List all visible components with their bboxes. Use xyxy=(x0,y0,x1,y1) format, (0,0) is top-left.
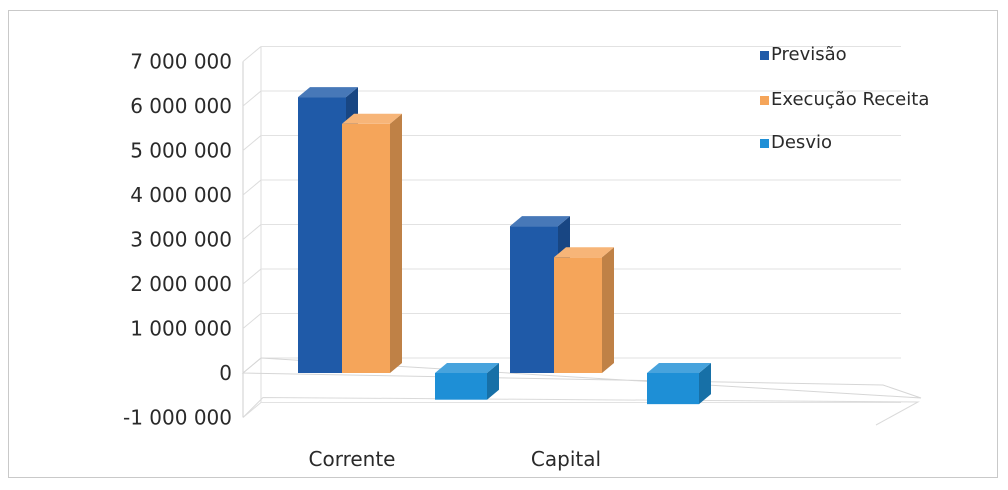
x-category-label: Corrente xyxy=(309,447,396,471)
bar-top xyxy=(435,363,499,373)
y-tick-label: 1 000 000 xyxy=(130,317,232,341)
legend-item: Execução Receita xyxy=(760,89,929,110)
bar-top xyxy=(510,216,570,227)
gridline-depth xyxy=(242,313,262,329)
bar-top xyxy=(298,87,358,98)
y-tick-label: 2 000 000 xyxy=(130,272,232,296)
bar-front xyxy=(435,373,487,400)
legend-swatch xyxy=(760,51,769,60)
gridline-depth xyxy=(242,179,262,196)
bar-top xyxy=(647,363,711,373)
bar-front xyxy=(298,97,346,373)
bar-side xyxy=(602,247,614,373)
bottom-plane xyxy=(242,396,920,426)
legend-item: Desvio xyxy=(760,132,832,153)
bar-execução-receita-corrente xyxy=(342,113,402,374)
legend-label: Previsão xyxy=(771,44,847,65)
legend: Previsão Execução Receita Desvio xyxy=(760,44,929,153)
gridline-depth xyxy=(242,90,262,107)
y-tick-label: 5 000 000 xyxy=(130,139,232,163)
gridline-depth xyxy=(242,46,262,62)
bar-side xyxy=(699,363,711,405)
gridline-depth xyxy=(242,224,262,240)
legend-item: Previsão xyxy=(760,44,847,65)
bars xyxy=(298,87,711,405)
gridline-depth xyxy=(242,268,262,285)
gridline-depth xyxy=(242,135,262,151)
y-tick-label: 6 000 000 xyxy=(130,94,232,118)
chart-frame xyxy=(8,10,998,478)
y-axis: 7 000 000 6 000 000 5 000 000 4 000 000 3 00… xyxy=(123,50,232,430)
bar-side xyxy=(487,363,499,400)
legend-label: Execução Receita xyxy=(771,89,929,110)
legend-label: Desvio xyxy=(771,132,832,153)
y-tick-label: 0 xyxy=(219,361,232,385)
y-tick-label: 4 000 000 xyxy=(130,183,232,207)
bar-side xyxy=(390,113,402,374)
y-tick-label: 3 000 000 xyxy=(130,228,232,252)
x-category-label: Capital xyxy=(531,447,601,471)
bar-top xyxy=(342,113,402,124)
bar-front xyxy=(647,373,699,405)
bar-execução-receita-capital xyxy=(554,247,614,373)
bar-front xyxy=(342,123,390,373)
x-axis: Corrente Capital xyxy=(309,447,602,471)
bar-desvio-corrente xyxy=(435,363,499,400)
legend-swatch xyxy=(760,139,769,148)
bar-front xyxy=(510,226,558,373)
y-tick-label: 7 000 000 xyxy=(130,50,232,74)
y-tick-label: -1 000 000 xyxy=(123,406,232,430)
bar-desvio-capital xyxy=(647,363,711,405)
bar-top xyxy=(554,247,614,258)
legend-swatch xyxy=(760,96,769,105)
bar-front xyxy=(554,257,602,373)
